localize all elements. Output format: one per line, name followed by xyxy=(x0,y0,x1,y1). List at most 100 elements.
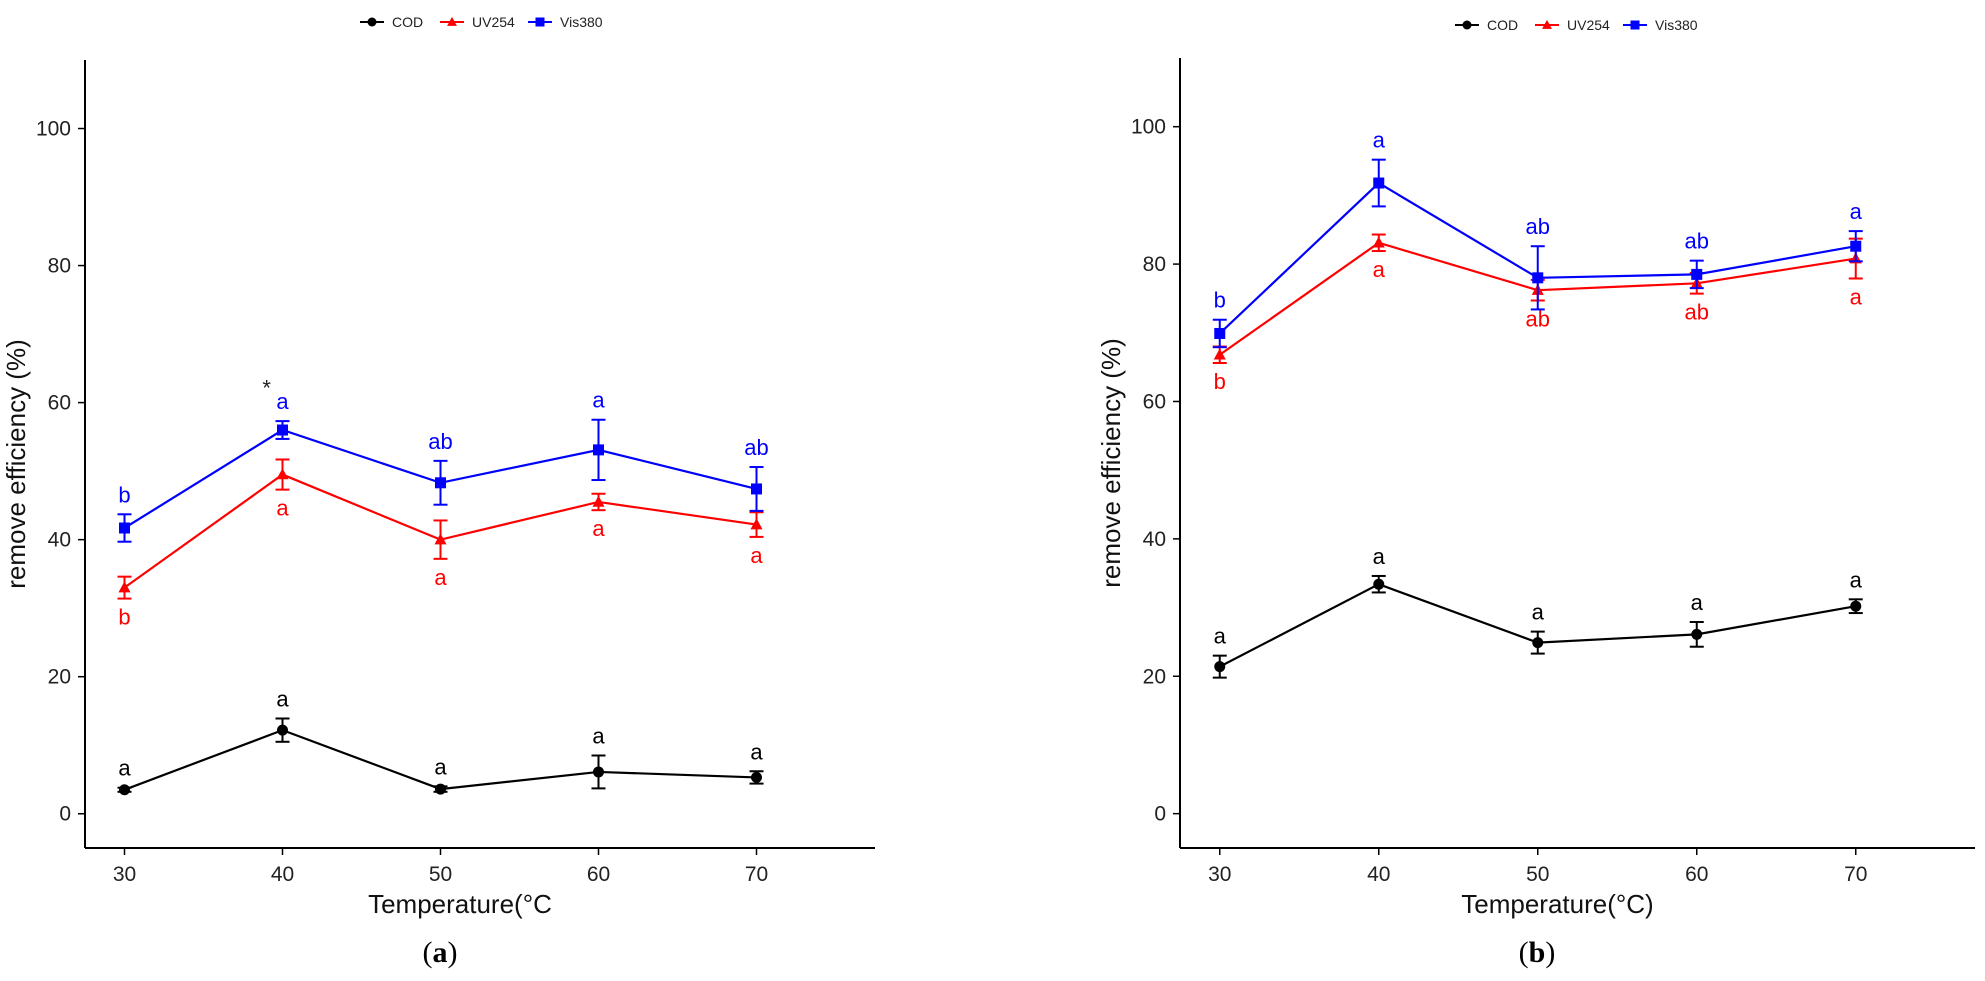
significance-label: a xyxy=(1850,567,1863,592)
legend-label: COD xyxy=(1487,17,1518,33)
panel-caption: (b) xyxy=(1519,936,1556,969)
caption-close-paren: ) xyxy=(448,936,458,969)
y-tick-label: 20 xyxy=(48,666,71,689)
legend-marker xyxy=(535,17,545,27)
data-point xyxy=(593,444,604,456)
significance-label: a xyxy=(434,754,447,779)
data-point xyxy=(434,533,447,545)
data-point xyxy=(593,766,604,778)
caption-open-paren: ( xyxy=(1519,936,1529,969)
significance-label: a xyxy=(750,543,763,568)
y-tick-label: 60 xyxy=(1143,390,1166,413)
legend-marker xyxy=(1462,20,1472,30)
legend-label: COD xyxy=(392,14,423,30)
significance-label: a xyxy=(1532,600,1545,625)
legend-marker xyxy=(1542,19,1552,29)
data-point xyxy=(119,522,130,534)
significance-label: ab xyxy=(1685,229,1709,254)
y-tick-label: 0 xyxy=(59,803,71,826)
significance-label: a xyxy=(592,516,605,541)
legend-item-uv254: UV254 xyxy=(1535,17,1610,33)
legend-label: Vis380 xyxy=(1655,17,1698,33)
x-tick-label: 30 xyxy=(1208,863,1231,886)
significance-label: a xyxy=(1214,624,1227,649)
data-point xyxy=(1532,637,1544,649)
significance-label: ab xyxy=(428,429,452,454)
x-axis-title: Temperature(°C) xyxy=(1461,889,1653,919)
data-point xyxy=(1850,240,1862,252)
data-point xyxy=(1850,600,1862,612)
legend-marker xyxy=(447,16,457,26)
legend-item-vis380: Vis380 xyxy=(1623,17,1698,33)
data-point xyxy=(751,771,762,783)
data-point xyxy=(1532,272,1544,284)
data-point xyxy=(751,483,762,495)
y-axis-title: remove efficiency (%) xyxy=(1096,338,1126,588)
x-tick-label: 60 xyxy=(1685,863,1708,886)
significance-label: ab xyxy=(1526,214,1550,239)
series-vis380: b a ab ab a xyxy=(1212,128,1863,349)
data-point xyxy=(1214,327,1226,339)
y-tick-label: 100 xyxy=(36,118,71,141)
legend-marker xyxy=(1630,20,1640,30)
legend: COD UV254 Vis380 xyxy=(360,14,603,30)
legend-label: Vis380 xyxy=(560,14,603,30)
series-cod: a a a a a xyxy=(1212,544,1863,679)
y-tick-label: 60 xyxy=(48,392,71,415)
y-tick-label: 40 xyxy=(1143,528,1166,551)
data-point xyxy=(118,581,131,593)
x-tick-label: 70 xyxy=(745,863,768,886)
legend-item-cod: COD xyxy=(360,14,423,30)
data-point xyxy=(1214,661,1226,673)
legend-label: UV254 xyxy=(1567,17,1610,33)
panel-b-chart: 0 20 40 60 80 100 30 40 50 60 70 Temperature(°C) rem… xyxy=(1096,17,1975,969)
significance-label: a xyxy=(750,739,763,764)
legend-label: UV254 xyxy=(472,14,515,30)
caption-letter: b xyxy=(1529,936,1546,969)
data-point xyxy=(1691,268,1703,280)
significance-label: ab xyxy=(1685,300,1709,325)
data-point xyxy=(750,518,763,530)
series-vis380: b a ab a ab xyxy=(117,388,769,543)
series-uv254: b a a a a xyxy=(117,458,764,630)
x-tick-label: 40 xyxy=(1367,863,1390,886)
significance-label: ab xyxy=(744,435,768,460)
data-point xyxy=(435,477,446,489)
data-point xyxy=(1372,236,1385,248)
data-point xyxy=(1691,628,1703,640)
y-tick-label: 0 xyxy=(1154,803,1166,826)
panel-caption: (a) xyxy=(423,936,458,969)
data-point xyxy=(1373,578,1385,590)
data-point xyxy=(276,468,289,480)
x-tick-label: 40 xyxy=(271,863,294,886)
x-axis-title: Temperature(°C xyxy=(368,889,552,919)
significance-label: b xyxy=(1214,288,1226,313)
annotation-asterisk: * xyxy=(262,375,271,400)
panel-a-chart: 0 20 40 60 80 100 30 40 50 60 70 Temperature(°C remo… xyxy=(1,14,875,969)
significance-label: a xyxy=(592,723,605,748)
series-uv254: b a ab ab a xyxy=(1212,233,1863,394)
y-tick-label: 80 xyxy=(48,255,71,278)
series-cod: a a a a a xyxy=(117,686,764,796)
legend-item-uv254: UV254 xyxy=(440,14,515,30)
data-point xyxy=(435,783,446,795)
legend-marker xyxy=(367,17,377,27)
y-tick-label: 20 xyxy=(1143,665,1166,688)
x-tick-label: 60 xyxy=(587,863,610,886)
y-tick-label: 80 xyxy=(1143,253,1166,276)
significance-label: a xyxy=(434,565,447,590)
data-point xyxy=(592,495,605,507)
x-tick-label: 50 xyxy=(1526,863,1549,886)
caption-letter: a xyxy=(433,936,448,969)
legend-item-cod: COD xyxy=(1455,17,1518,33)
significance-label: a xyxy=(276,389,289,414)
significance-label: a xyxy=(1691,590,1704,615)
data-point xyxy=(119,784,130,796)
y-tick-label: 100 xyxy=(1131,116,1166,139)
significance-label: a xyxy=(1373,128,1386,153)
significance-label: b xyxy=(1214,369,1226,394)
significance-label: b xyxy=(118,482,130,507)
y-axis-title: remove efficiency (%) xyxy=(1,339,31,589)
x-tick-label: 50 xyxy=(429,863,452,886)
